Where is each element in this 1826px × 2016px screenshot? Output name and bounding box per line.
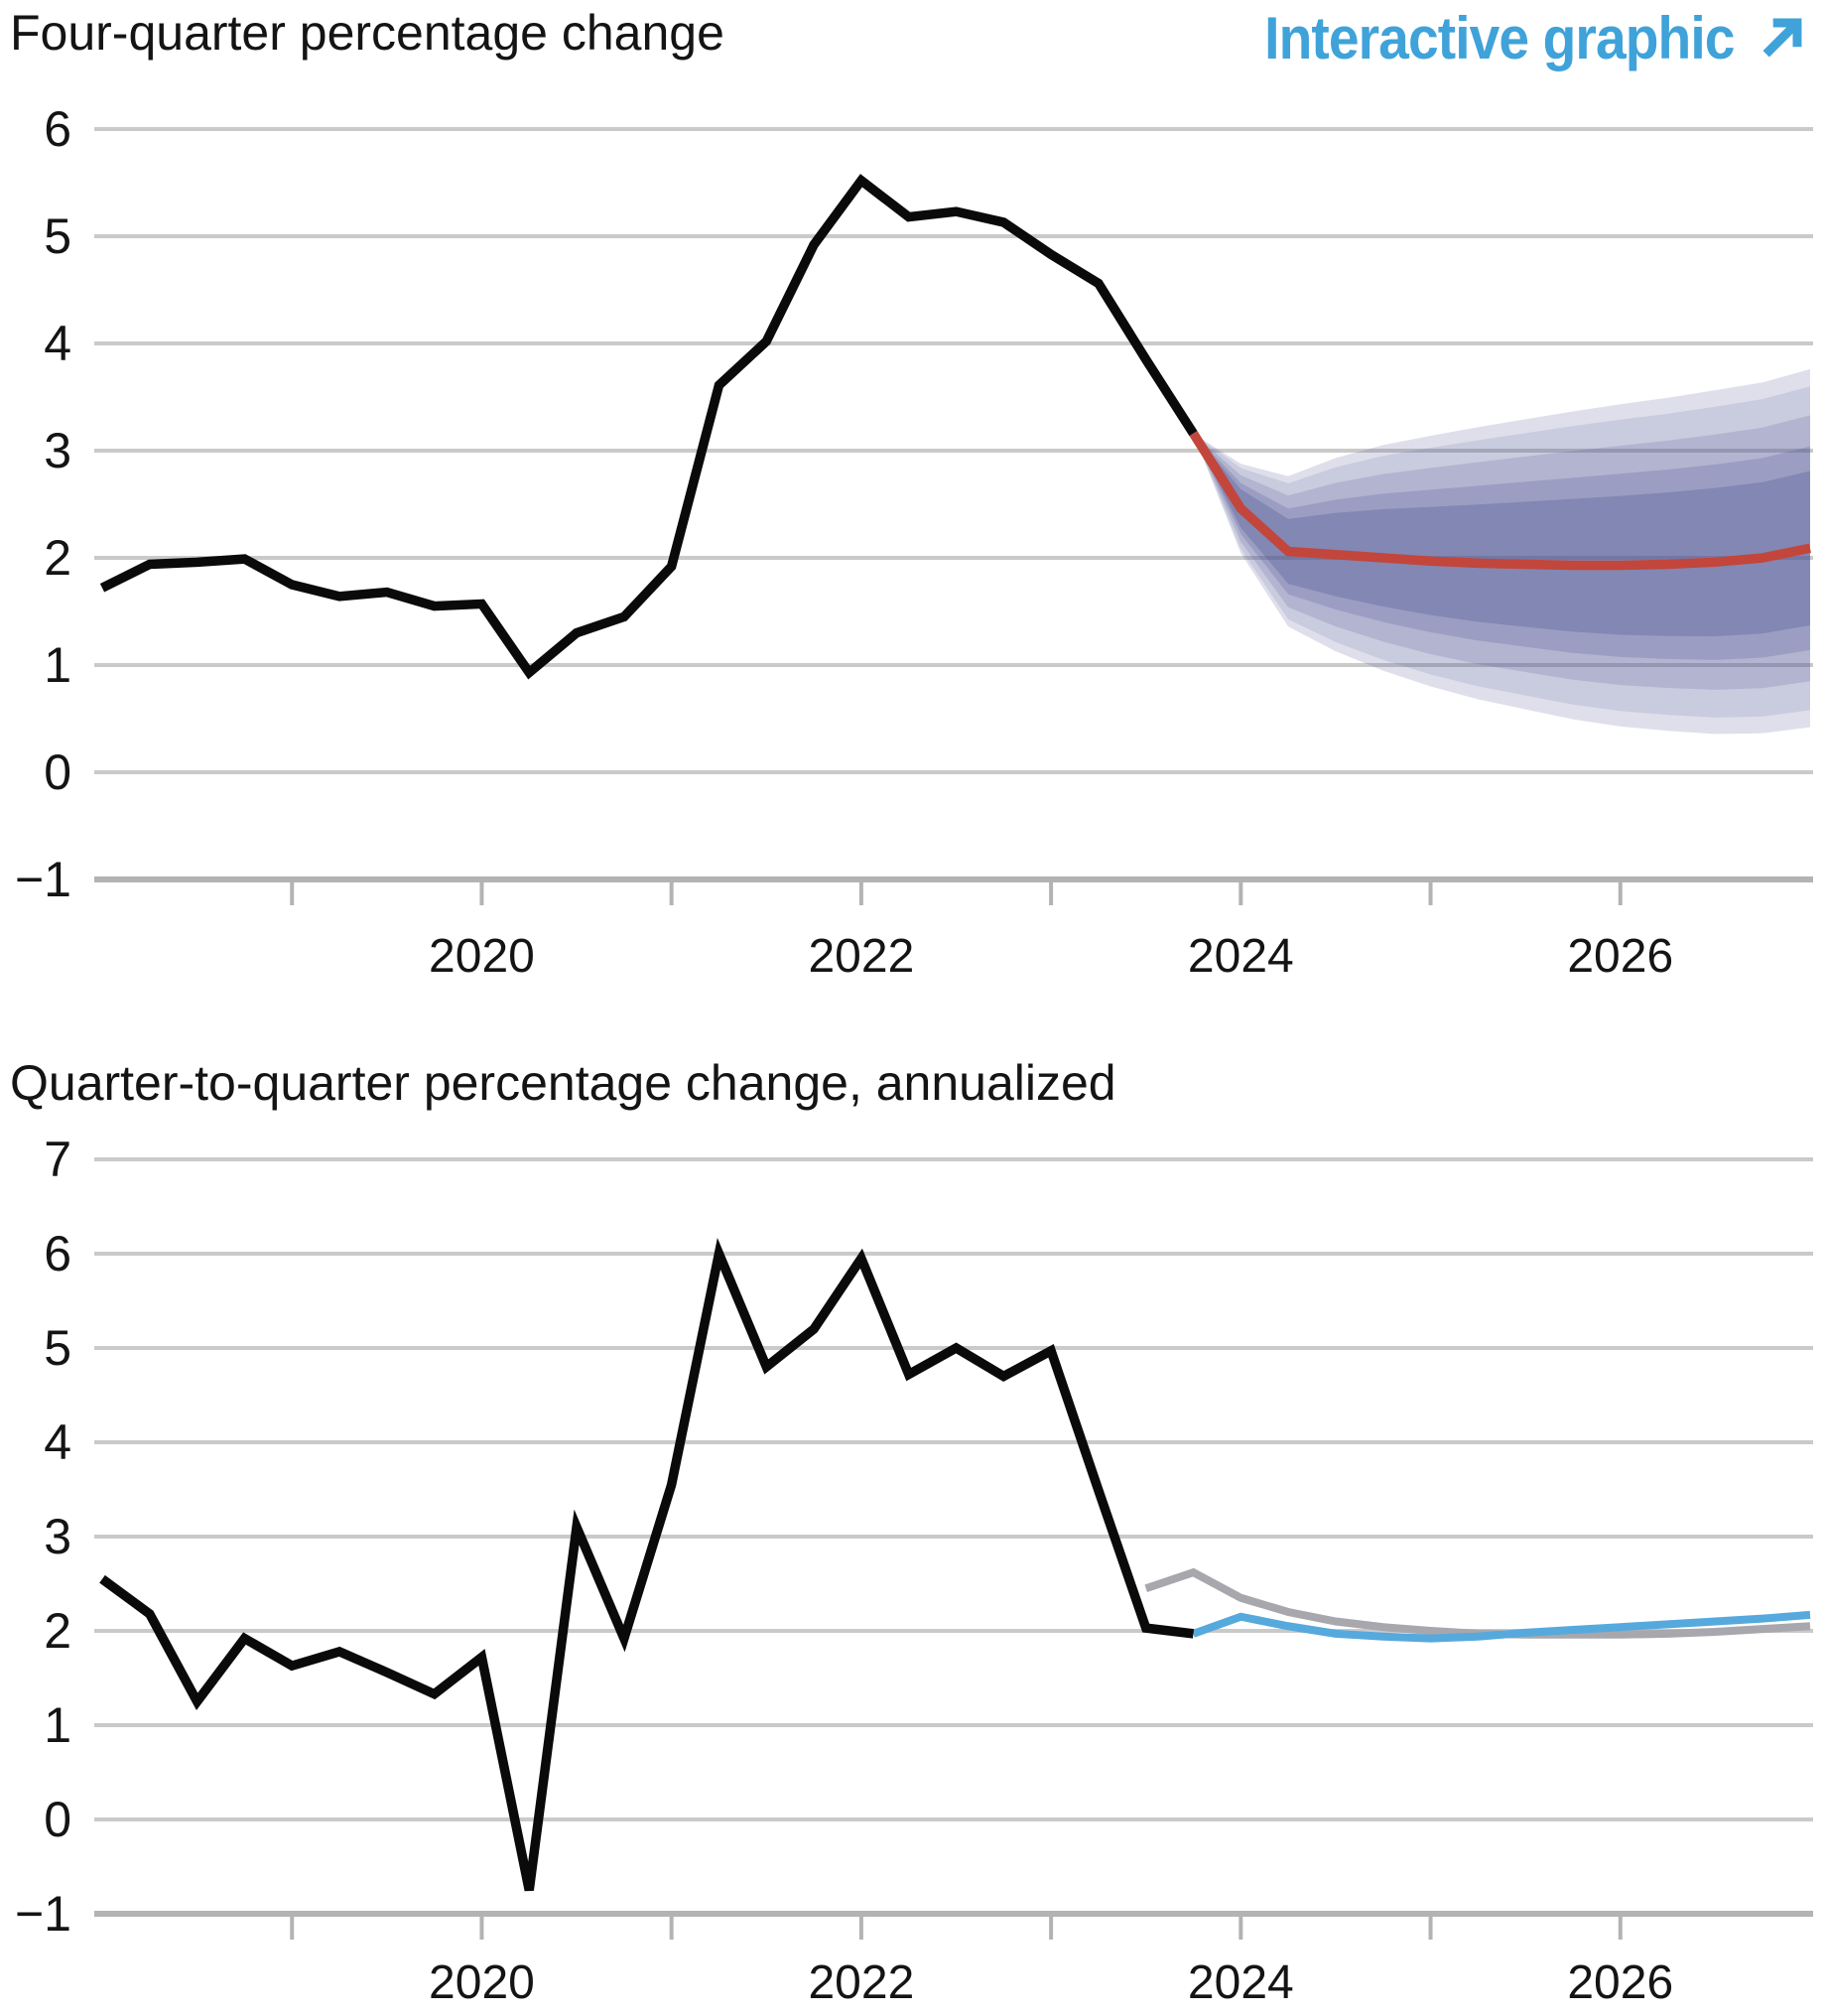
y-tick-label: 0 (44, 1792, 71, 1847)
forecast-uncertainty-band (1193, 415, 1810, 690)
y-tick-label: 6 (44, 1226, 71, 1281)
forecast-uncertainty-band (1193, 433, 1810, 660)
interactive-graphic-link[interactable]: Interactive graphic (1224, 4, 1804, 72)
x-tick-label: 2020 (429, 1956, 535, 2009)
x-tick-label: 2026 (1567, 1956, 1673, 2009)
forecast-line (1189, 431, 1811, 571)
interactive-graphic-label: Interactive graphic (1264, 5, 1736, 71)
y-tick-label: 5 (44, 208, 71, 264)
bottom-chart: 7 6 5 4 3 2 1 0 −1 2020 2022 2024 2026 (15, 1132, 1813, 2009)
forecast-uncertainty-band (1193, 433, 1810, 636)
y-tick-label: 1 (44, 1697, 71, 1753)
y-tick-label: 3 (44, 1509, 71, 1564)
x-tick-label: 2024 (1188, 1956, 1294, 2009)
y-tick-label: 5 (44, 1320, 71, 1376)
x-tick-label: 2026 (1567, 930, 1673, 983)
x-tick-label: 2022 (808, 1956, 914, 2009)
top-chart: 6 5 4 3 2 1 0 −1 2020 2022 2024 2026 (15, 101, 1813, 983)
y-tick-label: 6 (44, 101, 71, 157)
y-tick-label: 4 (44, 316, 71, 371)
y-tick-label: 2 (44, 530, 71, 586)
current-forecast-line (1192, 1610, 1811, 1643)
y-tick-label: 0 (44, 744, 71, 800)
y-tick-label: −1 (15, 852, 71, 907)
x-tick-label: 2022 (808, 930, 914, 983)
forecast-uncertainty-band (1193, 368, 1810, 735)
x-tick-label: 2020 (429, 930, 535, 983)
historical-line (99, 1237, 1195, 1892)
historical-line (99, 174, 1198, 680)
x-tick-label: 2024 (1188, 930, 1294, 983)
y-tick-label: −1 (15, 1886, 71, 1942)
y-tick-label: 4 (44, 1414, 71, 1470)
y-tick-label: 3 (44, 423, 71, 478)
bottom-chart-title: Quarter-to-quarter percentage change, an… (10, 1055, 1116, 1111)
top-chart-title: Four-quarter percentage change (10, 5, 724, 61)
y-tick-label: 2 (44, 1603, 71, 1659)
forecast-uncertainty-band (1193, 386, 1810, 718)
y-tick-label: 7 (44, 1132, 71, 1187)
arrow-up-right-icon (1762, 18, 1802, 57)
y-tick-label: 1 (44, 637, 71, 693)
